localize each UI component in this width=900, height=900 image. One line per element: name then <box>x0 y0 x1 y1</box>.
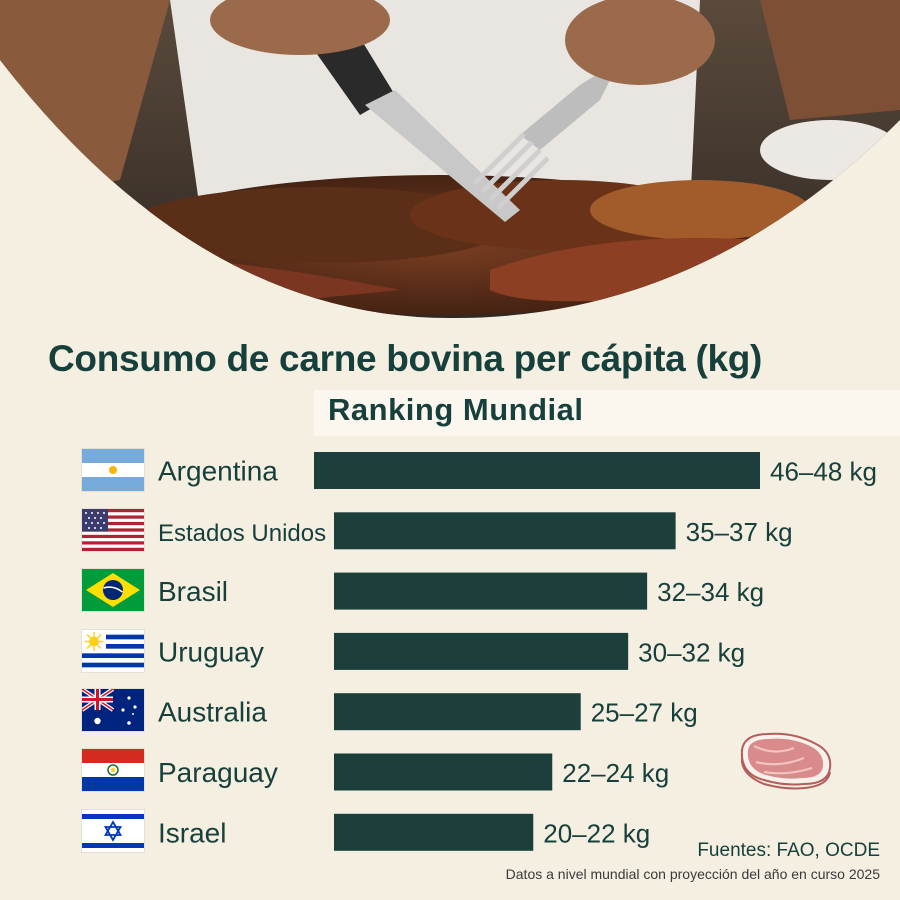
israel-flag-icon <box>82 810 144 852</box>
chart-sources: Fuentes: FAO, OCDE <box>697 840 880 861</box>
category-label: Israel <box>158 817 226 848</box>
steak-icon <box>740 732 832 790</box>
australia-flag-icon <box>82 689 144 731</box>
paraguay-flag-icon <box>82 749 144 791</box>
value-label: 22–24 kg <box>562 758 669 788</box>
bar <box>334 693 581 731</box>
bar <box>334 753 553 791</box>
bar <box>334 632 629 670</box>
category-label: Argentina <box>158 456 278 487</box>
category-label: Uruguay <box>158 636 264 667</box>
value-label: 46–48 kg <box>770 457 877 487</box>
category-label: Paraguay <box>158 757 278 788</box>
chart-subtitle: Ranking Mundial <box>328 392 584 427</box>
bar <box>334 572 648 610</box>
brazil-flag-icon <box>82 569 144 611</box>
value-label: 25–27 kg <box>591 698 698 728</box>
subtitle-band <box>314 390 900 436</box>
category-label: Estados Unidos <box>158 520 326 547</box>
chart-footnote: Datos a nivel mundial con proyección del… <box>505 866 880 882</box>
category-label: Australia <box>158 697 267 728</box>
bar <box>334 813 534 851</box>
value-label: 30–32 kg <box>638 637 745 667</box>
value-label: 32–34 kg <box>657 577 764 607</box>
bar <box>334 512 676 550</box>
steak-photo <box>0 0 900 319</box>
category-label: Brasil <box>158 576 228 607</box>
bar <box>314 452 760 489</box>
uruguay-flag-icon <box>82 630 144 672</box>
chart-title: Consumo de carne bovina per cápita (kg) <box>48 338 763 379</box>
value-label: 20–22 kg <box>543 818 650 848</box>
value-label: 35–37 kg <box>686 517 793 547</box>
argentina-flag-icon <box>82 449 144 491</box>
usa-flag-icon <box>82 509 144 551</box>
